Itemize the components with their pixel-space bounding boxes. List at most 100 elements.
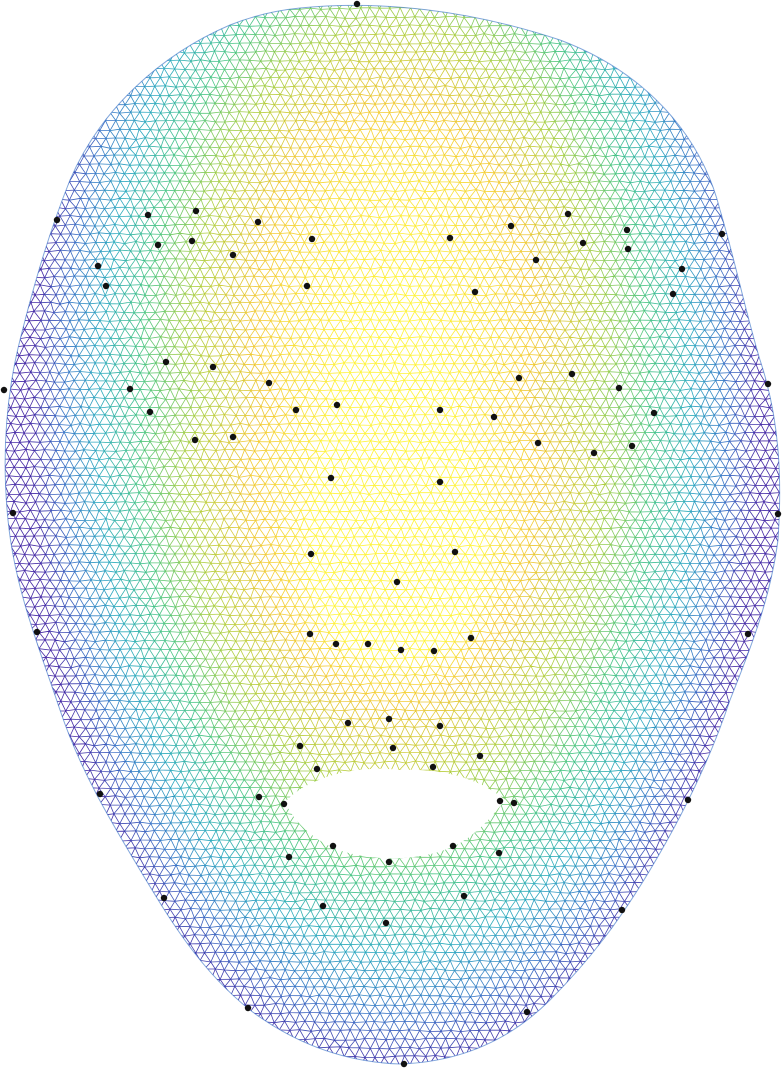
landmark-point (579, 239, 587, 247)
landmark-point (313, 765, 321, 773)
mesh-edge-group (199, 42, 591, 772)
landmark-point (471, 288, 479, 296)
landmark-point (684, 796, 692, 804)
landmark-point (292, 406, 300, 414)
landmark-point (400, 1060, 408, 1068)
landmark-point (624, 245, 632, 253)
landmark-point (209, 363, 217, 371)
landmark-point (628, 442, 636, 450)
mesh-edge-group (125, 5, 666, 902)
landmark-point (590, 449, 598, 457)
landmark-point (319, 902, 327, 910)
mesh-edge-group (224, 76, 565, 729)
landmark-point (534, 439, 542, 447)
landmark-point (9, 509, 17, 517)
landmark-point (229, 251, 237, 259)
landmark-point (507, 222, 515, 230)
landmark-point (718, 230, 726, 238)
landmark-point (160, 894, 168, 902)
mesh-edge-group (119, 5, 671, 911)
landmark-point (254, 218, 262, 226)
landmark-point (255, 793, 263, 801)
mesh-edge-group (159, 5, 631, 842)
mesh-edge-group (269, 129, 521, 686)
mesh-edge-group (28, 5, 761, 1065)
landmark-point (285, 853, 293, 861)
landmark-point (436, 406, 444, 414)
landmark-point (669, 290, 677, 298)
landmark-point (188, 237, 196, 245)
landmark-point (333, 401, 341, 409)
landmark-point (146, 408, 154, 416)
landmark-point (467, 634, 475, 642)
mesh-edge-group (94, 5, 696, 954)
landmark-point (495, 849, 503, 857)
mesh-edge-group (133, 5, 657, 893)
mesh-edge-group (235, 87, 555, 720)
landmark-point (382, 919, 390, 927)
landmark-point (306, 630, 314, 638)
landmark-point (94, 262, 102, 270)
landmark-point (393, 578, 401, 586)
mesh-edge-group (289, 172, 501, 676)
landmark-point (650, 409, 658, 417)
mesh-edge-group (249, 102, 541, 703)
landmark-point (564, 210, 572, 218)
landmark-point (144, 211, 152, 219)
landmark-point (496, 797, 504, 805)
mesh-edge-group (78, 5, 711, 980)
landmark-point (364, 640, 372, 648)
landmark-point (774, 510, 782, 518)
landmark-point (191, 436, 199, 444)
landmark-point (0, 386, 8, 394)
landmark-point (436, 478, 444, 486)
landmark-point (154, 241, 162, 249)
landmark-point (429, 763, 437, 771)
mesh-edge-group (58, 5, 731, 1023)
mesh-edge-group (190, 33, 600, 789)
landmark-point (303, 282, 311, 290)
mesh-edge-group (89, 5, 701, 963)
landmark-point (265, 379, 273, 387)
landmark-point (102, 282, 110, 290)
landmark-point (344, 719, 352, 727)
mesh-edge-group (184, 17, 609, 798)
mesh-edge-group (100, 5, 690, 945)
landmark-point (332, 640, 340, 648)
landmark-point (568, 370, 576, 378)
landmark-point (460, 892, 468, 900)
landmark-point (96, 790, 104, 798)
mesh-edge-group (258, 120, 531, 695)
landmark-point (451, 548, 459, 556)
landmark-point (446, 234, 454, 242)
landmark-point (764, 380, 772, 388)
landmark-point (430, 647, 438, 655)
landmark-point (623, 226, 631, 234)
landmark-point (532, 256, 540, 264)
landmark-point (296, 742, 304, 750)
landmark-point (327, 474, 335, 482)
landmark-point (126, 385, 134, 393)
landmark-point (385, 858, 393, 866)
landmark-point (244, 1004, 252, 1012)
landmark-point (308, 235, 316, 243)
mesh-edge-group (283, 154, 507, 677)
landmark-point (449, 842, 457, 850)
landmark-point (162, 358, 170, 366)
landmark-point (678, 265, 686, 273)
landmark-point (229, 433, 237, 441)
mesh-edge-group (114, 5, 677, 920)
landmark-point (53, 216, 61, 224)
mesh-edge-group (298, 206, 491, 668)
mesh-edge-group (304, 267, 486, 660)
mesh-edge-group (68, 5, 722, 998)
mesh-edge-group (209, 51, 581, 755)
landmark-point (476, 752, 484, 760)
landmark-point (615, 384, 623, 392)
landmark-point (523, 1008, 531, 1016)
landmark-point (280, 800, 288, 808)
